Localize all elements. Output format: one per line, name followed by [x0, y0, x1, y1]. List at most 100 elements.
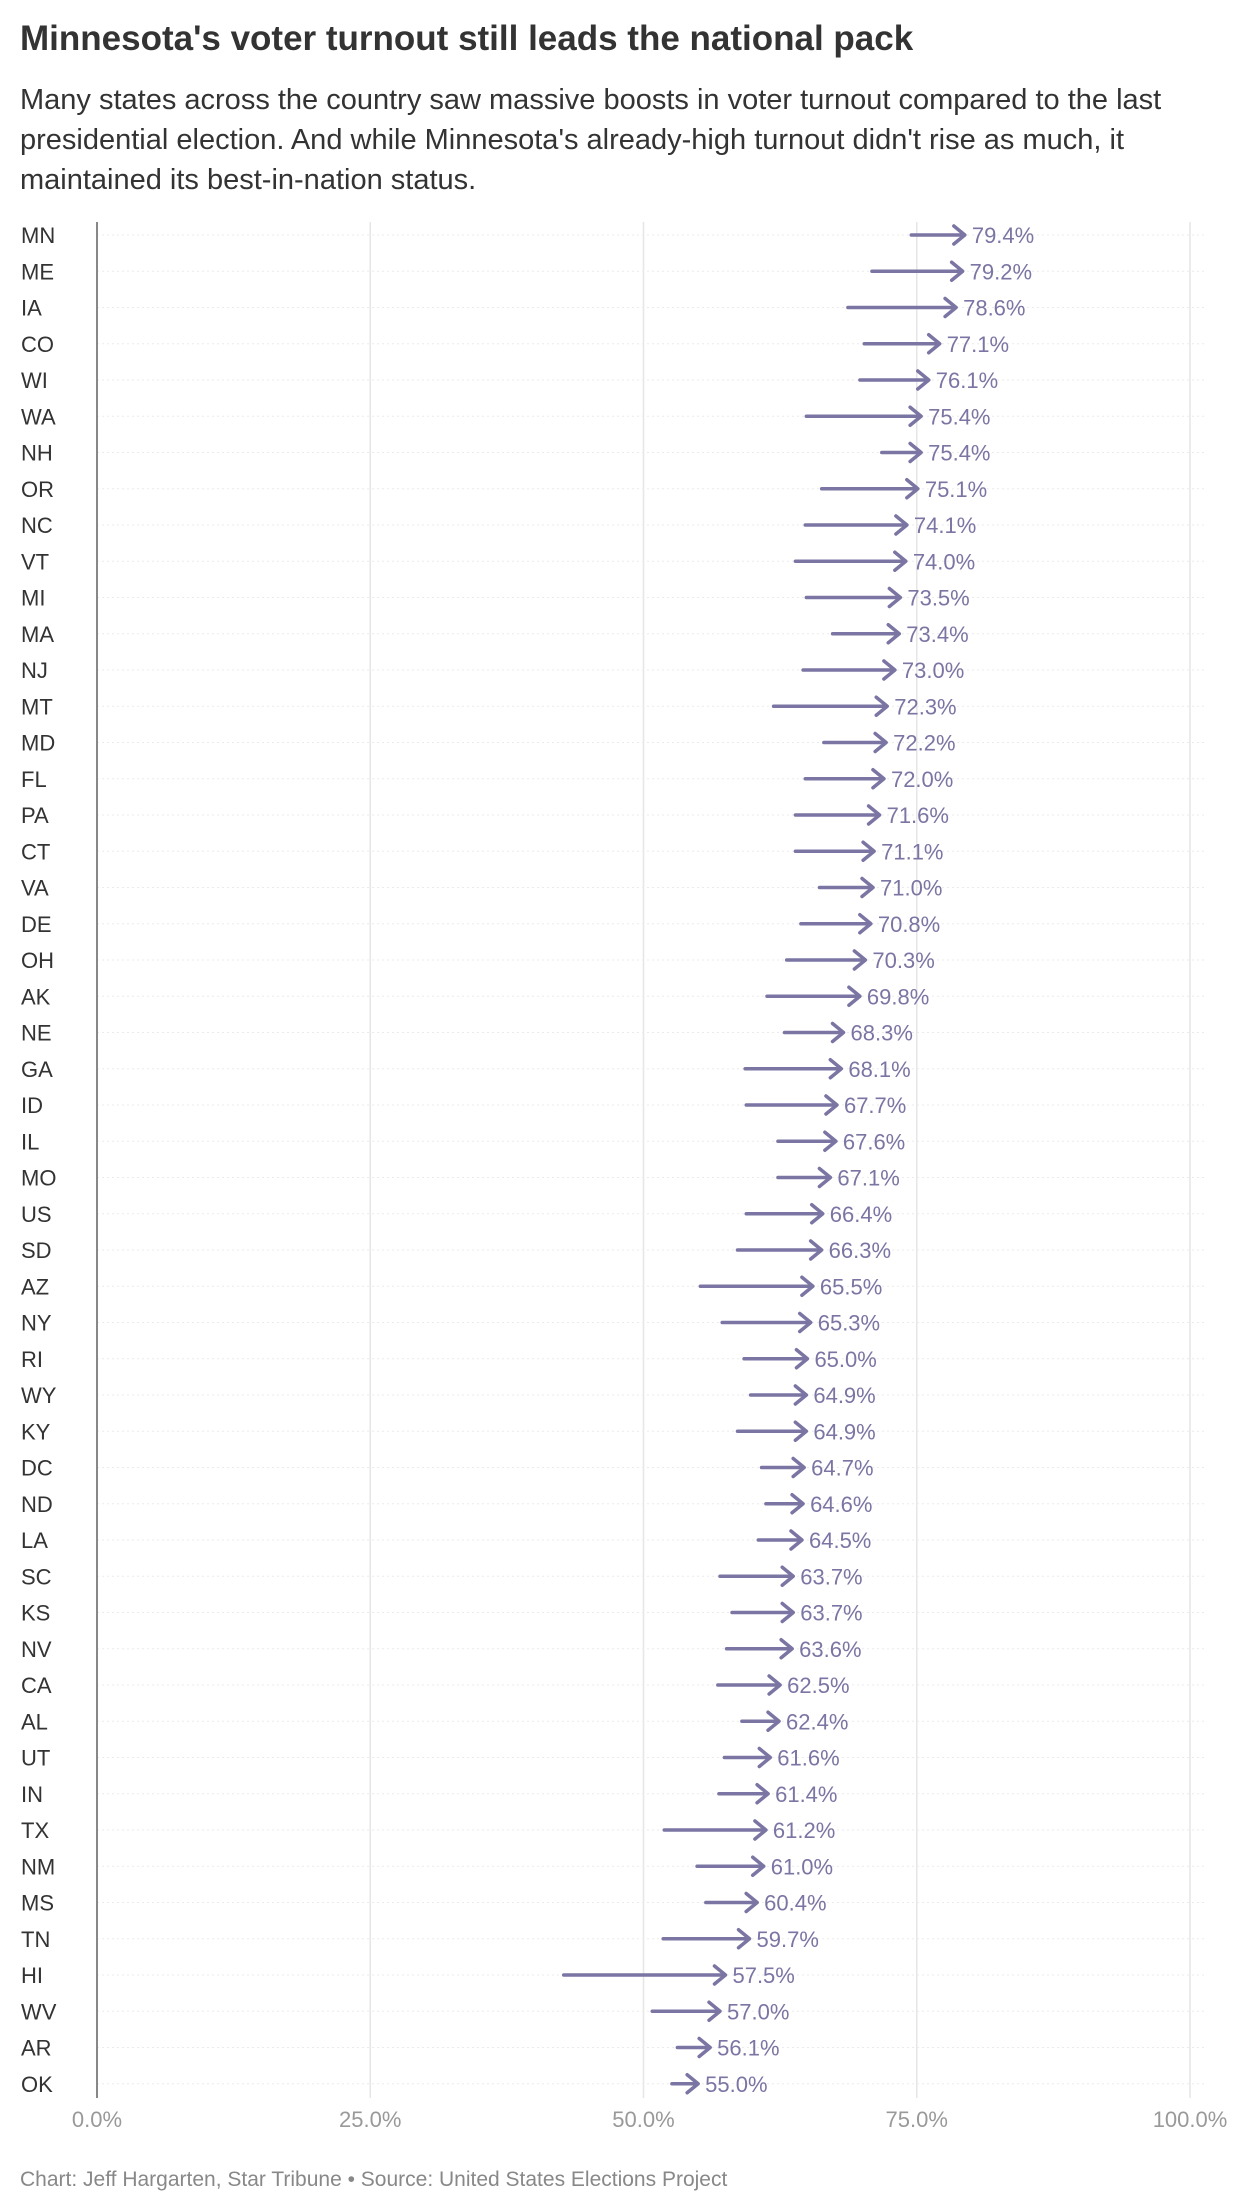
- state-label: RI: [21, 1347, 43, 1372]
- value-label: 79.2%: [970, 259, 1032, 284]
- state-label: MN: [21, 223, 55, 248]
- value-label: 64.9%: [813, 1419, 875, 1444]
- arrow-head: [753, 1819, 768, 1841]
- state-label: AK: [21, 984, 51, 1009]
- arrow-head: [789, 1529, 804, 1551]
- state-label: CA: [21, 1673, 52, 1698]
- value-label: 67.7%: [844, 1093, 906, 1118]
- state-label: ME: [21, 259, 54, 284]
- state-label: IA: [21, 296, 42, 321]
- arrow-head: [757, 1746, 773, 1769]
- arrow-head: [790, 1493, 805, 1515]
- arrow-head: [926, 333, 942, 355]
- state-label: VA: [21, 876, 49, 901]
- arrow-head: [736, 1928, 752, 1950]
- state-label: CT: [21, 839, 50, 864]
- value-label: 74.0%: [913, 549, 975, 574]
- grid-lines: [369, 222, 1191, 2098]
- state-label: WY: [21, 1383, 57, 1408]
- value-label: 61.6%: [777, 1746, 839, 1771]
- value-label: 67.1%: [837, 1166, 899, 1191]
- state-label: ID: [21, 1093, 43, 1118]
- arrow-head: [949, 260, 965, 282]
- value-label: 71.6%: [887, 803, 949, 828]
- state-label: WI: [21, 368, 48, 393]
- value-label: 61.0%: [771, 1854, 833, 1879]
- arrow-head: [871, 768, 886, 790]
- arrow-head: [908, 405, 923, 427]
- value-label: 59.7%: [757, 1927, 819, 1952]
- arrow-head: [908, 441, 923, 464]
- state-label: WA: [21, 404, 56, 429]
- arrow-head: [697, 2036, 712, 2059]
- chart-subtitle: Many states across the country saw massi…: [20, 84, 1162, 196]
- arrow-head: [823, 1130, 838, 1152]
- arrow-head: [791, 1456, 806, 1479]
- state-label: NJ: [21, 658, 48, 683]
- arrow-head: [866, 804, 882, 826]
- arrow-head: [766, 1710, 781, 1732]
- value-label: 65.3%: [818, 1311, 880, 1336]
- state-label: HI: [21, 1963, 43, 1988]
- arrow-head: [755, 1783, 770, 1805]
- state-label: MT: [21, 694, 53, 719]
- arrow-head: [894, 514, 909, 536]
- state-label: NY: [21, 1311, 52, 1336]
- state-label: TN: [21, 1927, 50, 1952]
- row-lines: [97, 234, 1205, 2085]
- value-label: 61.2%: [773, 1818, 835, 1843]
- value-label: 76.1%: [936, 368, 998, 393]
- x-tick-label: 0.0%: [72, 2107, 122, 2132]
- arrow-head: [793, 1420, 809, 1442]
- arrow-head: [893, 550, 908, 572]
- x-tick-label: 50.0%: [612, 2107, 674, 2132]
- state-labels: MN ME IA CO WI WA NH OR NC VT MI MA NJ MT MD FL PA CT VA DE…: [21, 223, 57, 2097]
- value-label: 74.1%: [914, 513, 976, 538]
- x-tick-label: 25.0%: [339, 2107, 401, 2132]
- arrow-head: [712, 1964, 728, 1986]
- value-label: 56.1%: [717, 2036, 779, 2061]
- state-label: MA: [21, 622, 54, 647]
- arrow-head: [685, 2073, 700, 2095]
- arrow-head: [794, 1348, 810, 1370]
- value-label: 66.4%: [830, 1202, 892, 1227]
- arrow-head: [916, 369, 931, 391]
- state-label: NC: [21, 513, 53, 538]
- arrow-head: [882, 659, 897, 681]
- arrow-head: [847, 985, 862, 1007]
- value-label: 78.6%: [963, 296, 1025, 321]
- state-label: KS: [21, 1601, 50, 1626]
- state-label: MO: [21, 1166, 56, 1191]
- value-label: 67.6%: [843, 1129, 905, 1154]
- arrow-head: [817, 1166, 833, 1189]
- value-label: 65.5%: [820, 1274, 882, 1299]
- state-label: TX: [21, 1818, 49, 1843]
- value-label: 73.4%: [906, 622, 968, 647]
- arrows: [561, 224, 967, 2095]
- state-label: NM: [21, 1854, 55, 1879]
- state-label: MD: [21, 731, 55, 756]
- arrow-head: [707, 2000, 722, 2022]
- arrow-head: [779, 1638, 794, 1660]
- value-label: 62.4%: [786, 1709, 848, 1734]
- value-label: 64.6%: [810, 1492, 872, 1517]
- state-label: OH: [21, 948, 54, 973]
- state-label: LA: [21, 1528, 48, 1553]
- arrow-head: [780, 1565, 795, 1587]
- state-label: ND: [21, 1492, 53, 1517]
- x-tick-labels: 0.0% 25.0% 50.0% 75.0% 100.0%: [72, 2107, 1227, 2132]
- value-label: 63.7%: [800, 1601, 862, 1626]
- arrow-head: [810, 1203, 825, 1225]
- state-label: SC: [21, 1564, 52, 1589]
- arrow-head: [793, 1384, 809, 1406]
- state-label: NH: [21, 441, 53, 466]
- state-label: OK: [21, 2072, 53, 2097]
- state-label: US: [21, 1202, 52, 1227]
- arrow-head: [767, 1674, 782, 1696]
- arrow-chart: MN ME IA CO WI WA NH OR NC VT MI MA NJ MT MD FL PA CT VA DE…: [21, 222, 1227, 2132]
- state-label: CO: [21, 332, 54, 357]
- state-label: WV: [21, 1999, 57, 2024]
- value-label: 72.0%: [891, 767, 953, 792]
- value-label: 75.4%: [928, 441, 990, 466]
- value-label: 73.5%: [907, 586, 969, 611]
